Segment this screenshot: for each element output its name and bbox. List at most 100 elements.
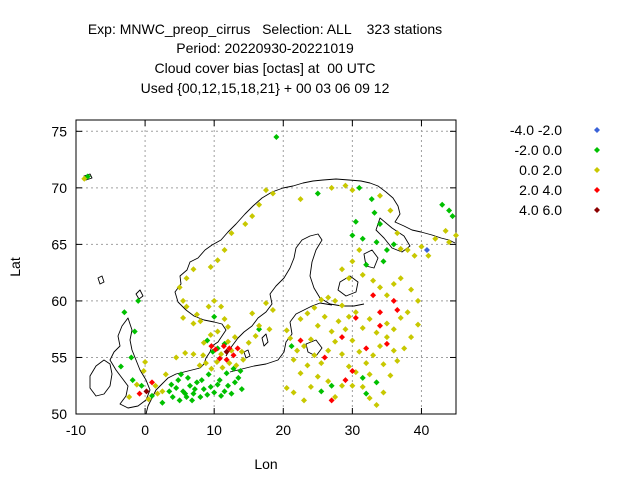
- data-point: [237, 368, 244, 375]
- legend-marker: [594, 167, 600, 173]
- data-point: [349, 368, 356, 375]
- data-point: [198, 377, 205, 384]
- data-point: [129, 377, 136, 384]
- data-point: [314, 322, 321, 329]
- data-point: [349, 382, 356, 389]
- data-point: [390, 297, 397, 304]
- x-tick-label: 30: [345, 422, 361, 438]
- data-point: [332, 394, 339, 401]
- data-point: [366, 395, 373, 402]
- data-point: [377, 322, 383, 329]
- data-point: [204, 391, 211, 398]
- data-point: [328, 382, 335, 389]
- data-point: [189, 397, 196, 404]
- data-point: [231, 334, 238, 341]
- data-point: [370, 292, 377, 299]
- data-point: [252, 332, 259, 339]
- data-point: [432, 235, 439, 242]
- legend: -4.0 -2.0 -2.0 0.0 0.0 2.0 2.0 4.0 4.0 6.0: [510, 122, 600, 218]
- x-tick-label: 40: [414, 422, 430, 438]
- data-point: [287, 335, 294, 342]
- x-tick-label: 10: [206, 422, 222, 438]
- data-point: [168, 381, 175, 388]
- data-point: [359, 325, 366, 332]
- data-point: [404, 247, 411, 254]
- data-point: [314, 373, 321, 380]
- data-point: [256, 326, 263, 333]
- data-point: [223, 370, 230, 377]
- data-point: [231, 379, 238, 386]
- data-point: [356, 184, 363, 191]
- data-point: [178, 371, 185, 378]
- data-point: [180, 314, 187, 321]
- data-point: [339, 351, 345, 358]
- data-point: [221, 247, 228, 254]
- data-point: [138, 382, 145, 389]
- data-point: [136, 390, 143, 397]
- data-point: [349, 258, 356, 265]
- data-point: [377, 284, 383, 291]
- data-point: [345, 313, 352, 320]
- data-point: [359, 383, 366, 390]
- data-point: [339, 266, 345, 273]
- legend-marker: [594, 127, 600, 133]
- data-point: [304, 310, 311, 317]
- y-tick-label: 60: [51, 293, 67, 309]
- data-point: [190, 390, 197, 397]
- plot-frame: [75, 119, 457, 415]
- y-tick-label: 75: [51, 123, 67, 139]
- data-point: [383, 247, 390, 254]
- data-point: [449, 213, 456, 220]
- data-point: [288, 343, 295, 350]
- data-point: [166, 388, 173, 395]
- data-point: [216, 355, 223, 362]
- data-point: [363, 345, 370, 352]
- data-point: [191, 386, 198, 393]
- data-point: [208, 343, 215, 350]
- data-point: [238, 386, 245, 393]
- data-point: [235, 374, 242, 381]
- data-point: [311, 352, 318, 359]
- data-point: [226, 345, 233, 352]
- data-point: [342, 182, 349, 189]
- data-point: [290, 356, 297, 363]
- data-point: [366, 371, 373, 378]
- data-point: [190, 266, 197, 273]
- data-point: [220, 343, 227, 350]
- data-point: [328, 328, 335, 335]
- data-point: [394, 230, 401, 237]
- data-point: [359, 235, 366, 242]
- data-point: [453, 232, 459, 239]
- data-point: [193, 379, 200, 386]
- data-point: [325, 294, 332, 301]
- data-point: [380, 361, 387, 368]
- data-point: [218, 392, 225, 399]
- data-point: [425, 252, 432, 259]
- data-point: [249, 310, 256, 317]
- data-point: [387, 372, 394, 379]
- data-point: [370, 277, 377, 284]
- data-point: [207, 383, 214, 390]
- data-point: [193, 311, 200, 318]
- data-point: [183, 275, 190, 282]
- data-point: [423, 247, 430, 254]
- data-point: [328, 184, 335, 191]
- data-point: [363, 261, 370, 268]
- legend-entry-label: -4.0 -2.0: [510, 122, 562, 138]
- data-point: [352, 309, 359, 316]
- data-point: [121, 309, 128, 316]
- data-point: [397, 275, 404, 282]
- data-point: [321, 313, 328, 320]
- data-point: [307, 383, 314, 390]
- data-point: [390, 241, 397, 248]
- data-point: [143, 388, 150, 395]
- data-point: [368, 196, 375, 203]
- data-point: [200, 386, 207, 393]
- data-point: [200, 339, 207, 346]
- data-point: [390, 347, 397, 354]
- data-point: [225, 338, 231, 345]
- data-point: [311, 304, 318, 311]
- data-point: [446, 239, 453, 246]
- data-point: [363, 390, 370, 397]
- data-point: [318, 296, 325, 303]
